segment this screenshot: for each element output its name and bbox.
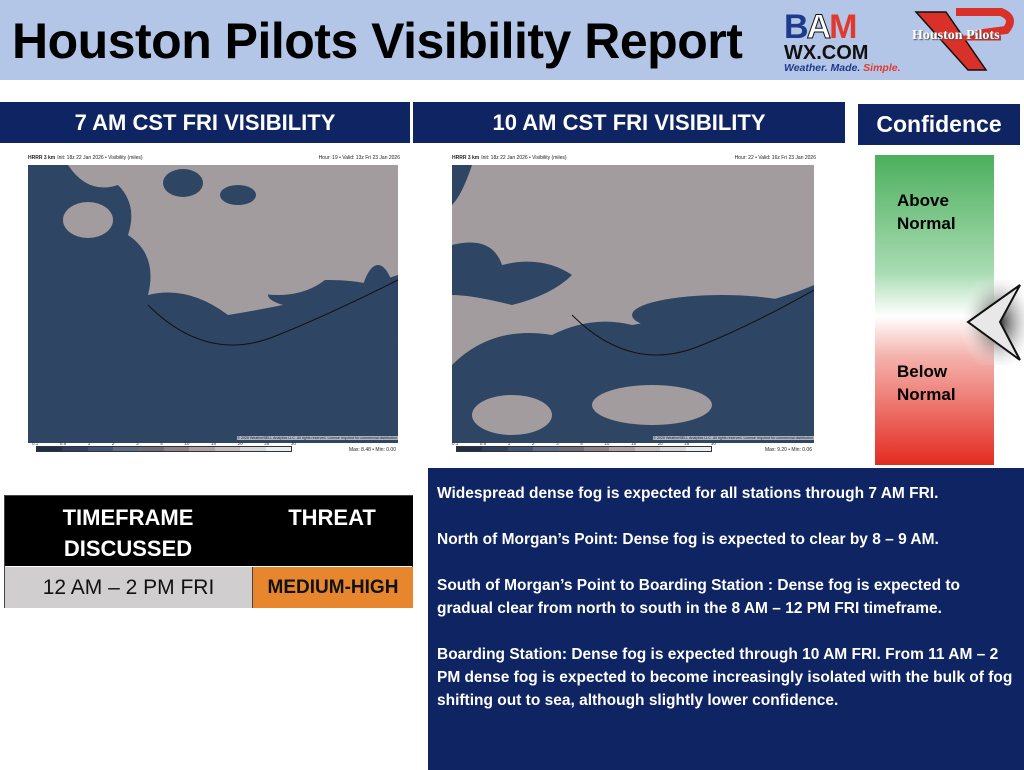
colorbar-tick: 30 [710, 441, 716, 446]
model-name: HRRR 3 km [28, 155, 56, 161]
visibility-map-7am: HRRR 3 km Init: 18z 22 Jan 2026 • Visibil… [28, 155, 400, 457]
colorbar-swatch [685, 447, 712, 451]
colorbar-swatch [457, 447, 483, 451]
panel-title-10am: 10 AM CST FRI VISIBILITY [413, 102, 845, 143]
bam-wx-logo: BAM WX.COM Weather. Made. Simple. [784, 8, 901, 75]
colorbar-swatch [507, 447, 534, 451]
colorbar-tick: 10 [184, 441, 190, 446]
colorbar-swatch [164, 447, 190, 451]
map-copyright: © 2026 WeatherBELL Analytics LLC. All ri… [237, 436, 398, 440]
colorbar-swatch [113, 447, 139, 451]
colorbar-tick: 10 [604, 441, 610, 446]
colorbar-tick: 0.1 [32, 441, 39, 446]
confidence-title: Confidence [858, 104, 1020, 145]
visibility-map-10am: HRRR 3 km Init: 18z 22 Jan 2026 • Visibil… [452, 155, 816, 457]
colorbar [456, 446, 712, 452]
colorbar-tick: 5 [160, 441, 163, 446]
header: Houston Pilots Visibility Report BAM WX.… [0, 0, 1024, 80]
houston-pilots-logo: Houston Pilots [906, 8, 1018, 74]
colorbar-tick: 5 [580, 441, 583, 446]
page-title: Houston Pilots Visibility Report [12, 13, 743, 69]
colorbar-swatch [37, 447, 63, 451]
colorbar-tick: 25 [264, 441, 270, 446]
colorbar-swatch [62, 447, 88, 451]
colorbar-swatch [189, 447, 215, 451]
colorbar-swatch [138, 447, 165, 451]
colorbar-tick: 0.1 [452, 441, 459, 446]
colorbar-tick: 2 [111, 441, 115, 446]
colorbar-swatch [660, 447, 686, 451]
fog-map [452, 165, 814, 443]
colorbar-tick: 15 [630, 441, 636, 446]
colorbar-swatch [634, 447, 661, 451]
colorbar-tick: 2 [531, 441, 535, 446]
model-name: HRRR 3 km [452, 155, 480, 161]
colorbar-tick: 3 [556, 441, 559, 446]
colorbar-tick: 1 [87, 441, 91, 446]
colorbar-swatch [482, 447, 508, 451]
colorbar-tick: 1 [507, 441, 511, 446]
colorbar-swatch [609, 447, 635, 451]
colorbar-tick: 15 [210, 441, 216, 446]
colorbar-tick: 3 [136, 441, 139, 446]
discussion-panel: Widespread dense fog is expected for all… [428, 468, 1024, 770]
colorbar-swatch [265, 447, 292, 451]
colorbar-swatch [584, 447, 610, 451]
threat-table: TIMEFRAME DISCUSSED THREAT 12 AM – 2 PM … [4, 495, 413, 608]
colorbar-tick: 30 [290, 441, 296, 446]
threat-badge: MEDIUM-HIGH [253, 567, 413, 608]
colorbar-swatch [558, 447, 585, 451]
fog-map [28, 165, 398, 443]
timeframe-cell: 12 AM – 2 PM FRI [5, 567, 253, 608]
colorbar-swatch [87, 447, 114, 451]
colorbar-tick: 25 [684, 441, 690, 446]
colorbar [36, 446, 292, 452]
colorbar-swatch [533, 447, 559, 451]
colorbar-swatch [214, 447, 241, 451]
colorbar-ticks: 0.1 0.5 1 2 3 5 10 15 20 25 30 [452, 441, 716, 446]
colorbar-tick: 20 [237, 441, 243, 446]
colorbar-tick: 0.5 [59, 441, 67, 446]
panel-title-7am: 7 AM CST FRI VISIBILITY [0, 102, 410, 143]
colorbar-swatch [240, 447, 266, 451]
colorbar-tick: 20 [657, 441, 663, 446]
colorbar-tick: 0.5 [479, 441, 487, 446]
map-copyright: © 2026 WeatherBELL Analytics LLC. All ri… [653, 436, 814, 440]
confidence-indicator-arrow-icon [960, 280, 1024, 365]
colorbar-ticks: 0.1 0.5 1 2 3 5 10 15 20 25 30 [32, 441, 296, 446]
